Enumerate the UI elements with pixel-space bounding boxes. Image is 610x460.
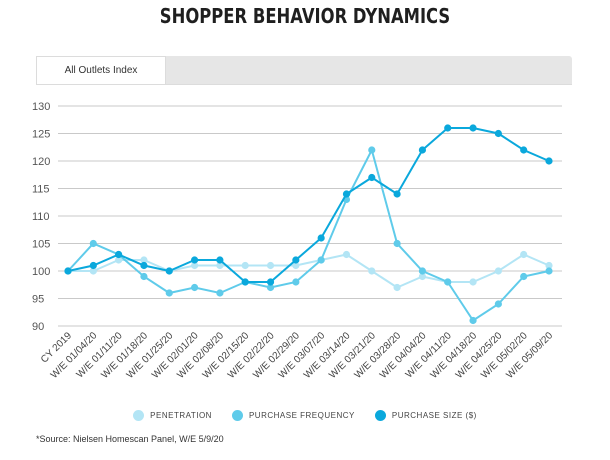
series-2-point — [469, 124, 477, 132]
series-2-point — [64, 267, 72, 275]
series-line-0 — [68, 253, 550, 289]
chart-title: SHOPPER BEHAVIOR DYNAMICS — [159, 4, 451, 28]
series-0-point — [368, 267, 376, 275]
tab-bar: All Outlets Index — [36, 56, 572, 84]
series-0-point — [190, 261, 199, 270]
y-tick-label: 95 — [32, 294, 44, 306]
series-1-point — [418, 267, 427, 275]
series-0-point — [469, 278, 477, 286]
series-0-point — [89, 267, 97, 275]
series-2-point — [342, 190, 351, 198]
y-tick-label: 130 — [32, 101, 50, 113]
series-2-point — [140, 261, 148, 270]
legend-item: PURCHASE SIZE ($) — [374, 410, 477, 421]
tab-all-outlets-index[interactable]: All Outlets Index — [36, 56, 166, 84]
series-1-point — [393, 239, 401, 248]
series-2-point — [494, 129, 502, 138]
series-0-point — [418, 272, 427, 281]
series-1-point — [368, 146, 376, 154]
series-2-point — [545, 157, 553, 165]
series-0-point — [494, 267, 502, 275]
series-2-point — [89, 261, 97, 270]
series-0-point — [266, 261, 275, 270]
source-note: *Source: Nielsen Homescan Panel, W/E 5/9… — [36, 434, 224, 444]
series-1-point — [520, 272, 528, 281]
series-0-point — [140, 256, 148, 264]
legend-label: PURCHASE SIZE ($) — [391, 411, 477, 420]
series-0-point — [342, 250, 351, 259]
legend-item: PURCHASE FREQUENCY — [231, 410, 355, 421]
series-2-point — [292, 256, 300, 264]
series-2-point — [190, 256, 199, 264]
y-tick-label: 90 — [32, 321, 44, 333]
series-0-point — [216, 261, 224, 270]
legend-label: PURCHASE FREQUENCY — [248, 411, 355, 420]
series-0-point — [115, 256, 123, 264]
series-2-point — [317, 234, 325, 242]
series-1-point — [317, 256, 325, 264]
series-2-point — [520, 146, 528, 154]
legend-label: PENETRATION — [150, 411, 212, 420]
series-2-point — [418, 146, 427, 154]
series-2-point — [241, 278, 249, 286]
series-2-point — [444, 124, 452, 132]
series-1-point — [469, 316, 477, 325]
y-tick-label: 105 — [32, 239, 50, 251]
y-tick-label: 110 — [32, 211, 50, 223]
series-1-point — [140, 272, 148, 281]
series-2-point — [216, 256, 224, 264]
series-1-point — [89, 239, 97, 248]
series-1-point — [266, 283, 275, 292]
series-0-point — [393, 283, 401, 292]
legend-marker — [374, 410, 386, 421]
series-2-point — [115, 250, 123, 259]
series-line-2 — [67, 127, 550, 283]
y-tick-label: 115 — [32, 184, 50, 196]
legend-item: PENETRATION — [133, 410, 212, 421]
y-tick-label: 120 — [32, 156, 50, 168]
series-1-point — [545, 267, 553, 275]
legend-marker — [231, 410, 243, 421]
series-1-point — [494, 300, 502, 308]
series-1-point — [216, 289, 224, 297]
chart-legend: PENETRATION PURCHASE FREQUENCY PURCHASE SI… — [0, 410, 610, 421]
series-1-point — [190, 283, 199, 292]
series-2-point — [368, 173, 376, 182]
series-0-point — [241, 261, 249, 270]
legend-marker — [133, 410, 145, 421]
y-tick-label: 125 — [32, 129, 50, 141]
series-1-point — [444, 278, 452, 286]
series-2-point — [165, 267, 173, 275]
series-line-1 — [67, 147, 550, 322]
series-0-point — [292, 261, 300, 270]
series-1-point — [292, 278, 300, 286]
series-1-point — [165, 289, 173, 297]
series-0-point — [545, 261, 553, 270]
series-0-point — [520, 250, 528, 259]
y-tick-label: 100 — [32, 266, 50, 278]
series-2-point — [393, 190, 401, 198]
series-2-point — [266, 278, 275, 286]
tab-divider — [36, 84, 572, 85]
